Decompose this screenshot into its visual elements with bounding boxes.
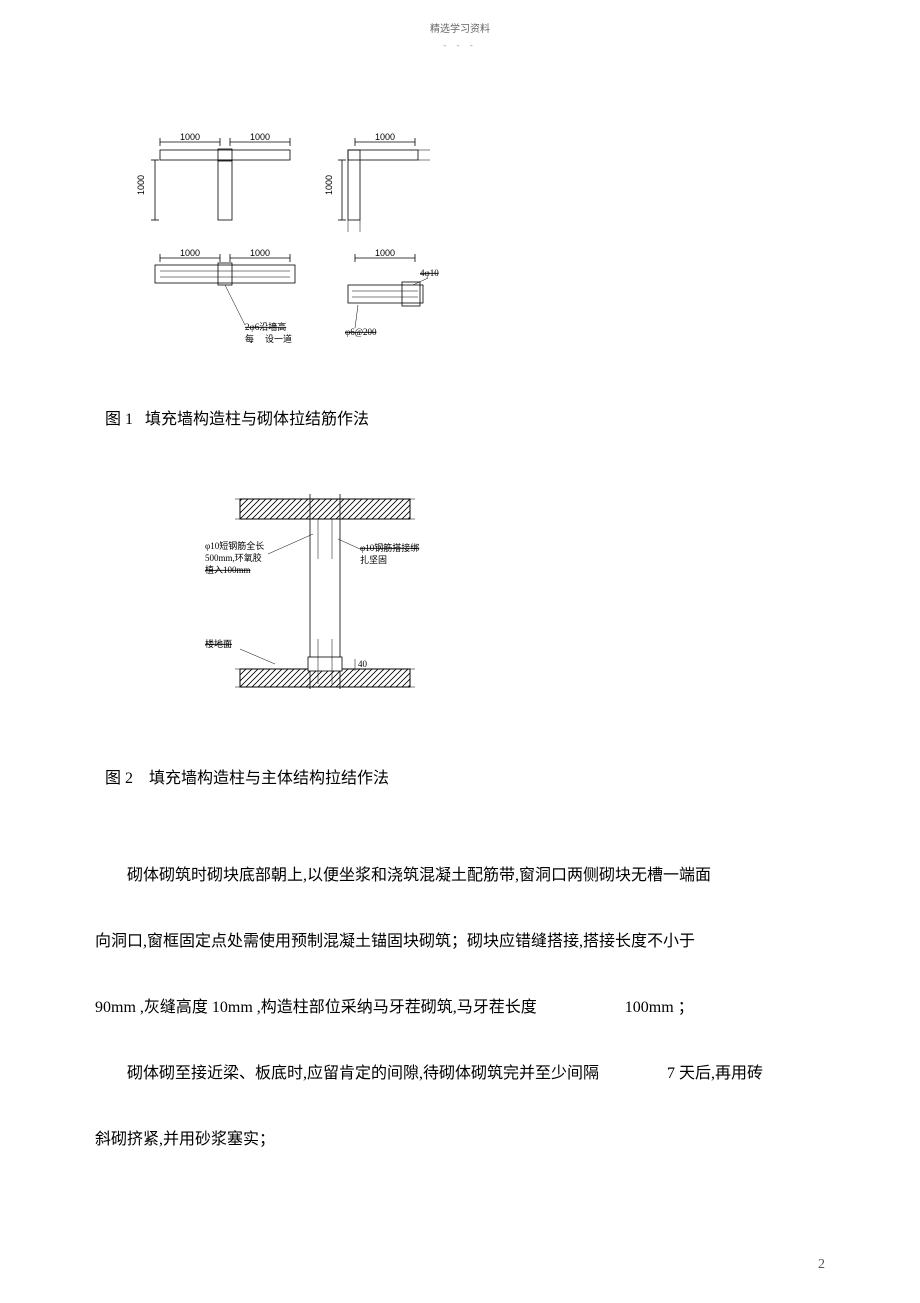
- caption1-prefix: 图: [105, 411, 121, 428]
- rebar-4phi10: 4φ10: [420, 268, 439, 278]
- para4-prefix: 砌体砌至接近梁、板底时,应留肯定的间隙,待砌体砌筑完并至少间隔: [127, 1065, 599, 1082]
- diagram-2: φ10短钢筋全长 500mm,环氧胶 植入100mm φ10钢筋搭接绑 扎坚固 …: [130, 489, 825, 714]
- d2-left-3: 植入100mm: [205, 564, 251, 575]
- para-5: 斜砌挤紧,并用砂浆塞实；: [95, 1112, 825, 1168]
- dim-1000-5: 1000: [250, 248, 270, 258]
- stirrup-label: φ6@200: [345, 327, 377, 337]
- dim-1000-v1: 1000: [136, 175, 146, 195]
- header-dashes: - - -: [95, 40, 825, 50]
- figure-1-caption: 图 1 填充墙构造柱与砌体拉结筋作法: [105, 405, 825, 429]
- diagram-2-svg: φ10短钢筋全长 500mm,环氧胶 植入100mm φ10钢筋搭接绑 扎坚固 …: [180, 489, 440, 709]
- tie-label-3: 设一道: [265, 333, 292, 344]
- caption2-num: 2: [125, 770, 133, 787]
- dim-1000-1: 1000: [180, 132, 200, 142]
- diagram-1-svg: 1000 1000 1000 1000 1000 1000: [130, 130, 450, 350]
- caption2-prefix: 图: [105, 770, 121, 787]
- para-2: 向洞口,窗框固定点处需使用预制混凝土锚固块砌筑；砌块应错缝搭接,搭接长度不小于: [95, 914, 825, 970]
- dim-1000-3: 1000: [375, 132, 395, 142]
- caption2-text: 填充墙构造柱与主体结构拉结作法: [149, 770, 389, 787]
- caption1-num: 1: [125, 411, 133, 428]
- tie-label-2: 每: [245, 333, 254, 344]
- page-number: 2: [818, 1257, 825, 1273]
- d2-floor-label: 楼地面: [205, 638, 232, 649]
- dim-1000-v2: 1000: [324, 175, 334, 195]
- caption1-text: 填充墙构造柱与砌体拉结筋作法: [145, 411, 369, 428]
- header-title: 精选学习资料: [95, 20, 825, 35]
- para-3: 90mm ,灰缝高度 10mm ,构造柱部位采纳马牙茬砌筑,马牙茬长度 100m…: [95, 980, 825, 1036]
- d2-dim40: 40: [358, 659, 368, 669]
- d2-right-1: φ10钢筋搭接绑: [360, 542, 419, 553]
- para3-prefix: 90mm ,灰缝高度 10mm ,构造柱部位采纳马牙茬砌筑,马牙茬长度: [95, 999, 537, 1016]
- tie-label-1: 2φ6沿墙高: [245, 321, 286, 332]
- dim-1000-4: 1000: [180, 248, 200, 258]
- para-4: 砌体砌至接近梁、板底时,应留肯定的间隙,待砌体砌筑完并至少间隔 7 天后,再用砖: [95, 1046, 825, 1102]
- d2-right-2: 扎坚固: [360, 554, 387, 565]
- para-1: 砌体砌筑时砌块底部朝上,以便坐浆和浇筑混凝土配筋带,窗洞口两侧砌块无槽一端面: [95, 848, 825, 904]
- dim-1000-6: 1000: [375, 248, 395, 258]
- figure-2-caption: 图 2 填充墙构造柱与主体结构拉结作法: [105, 764, 825, 788]
- diagram-1: 1000 1000 1000 1000 1000 1000: [130, 130, 825, 355]
- dim-1000-2: 1000: [250, 132, 270, 142]
- para3-suffix: 100mm ；: [625, 999, 694, 1016]
- para4-suffix: 7 天后,再用砖: [667, 1065, 763, 1082]
- d2-left-2: 500mm,环氧胶: [205, 552, 262, 563]
- d2-left-1: φ10短钢筋全长: [205, 540, 264, 551]
